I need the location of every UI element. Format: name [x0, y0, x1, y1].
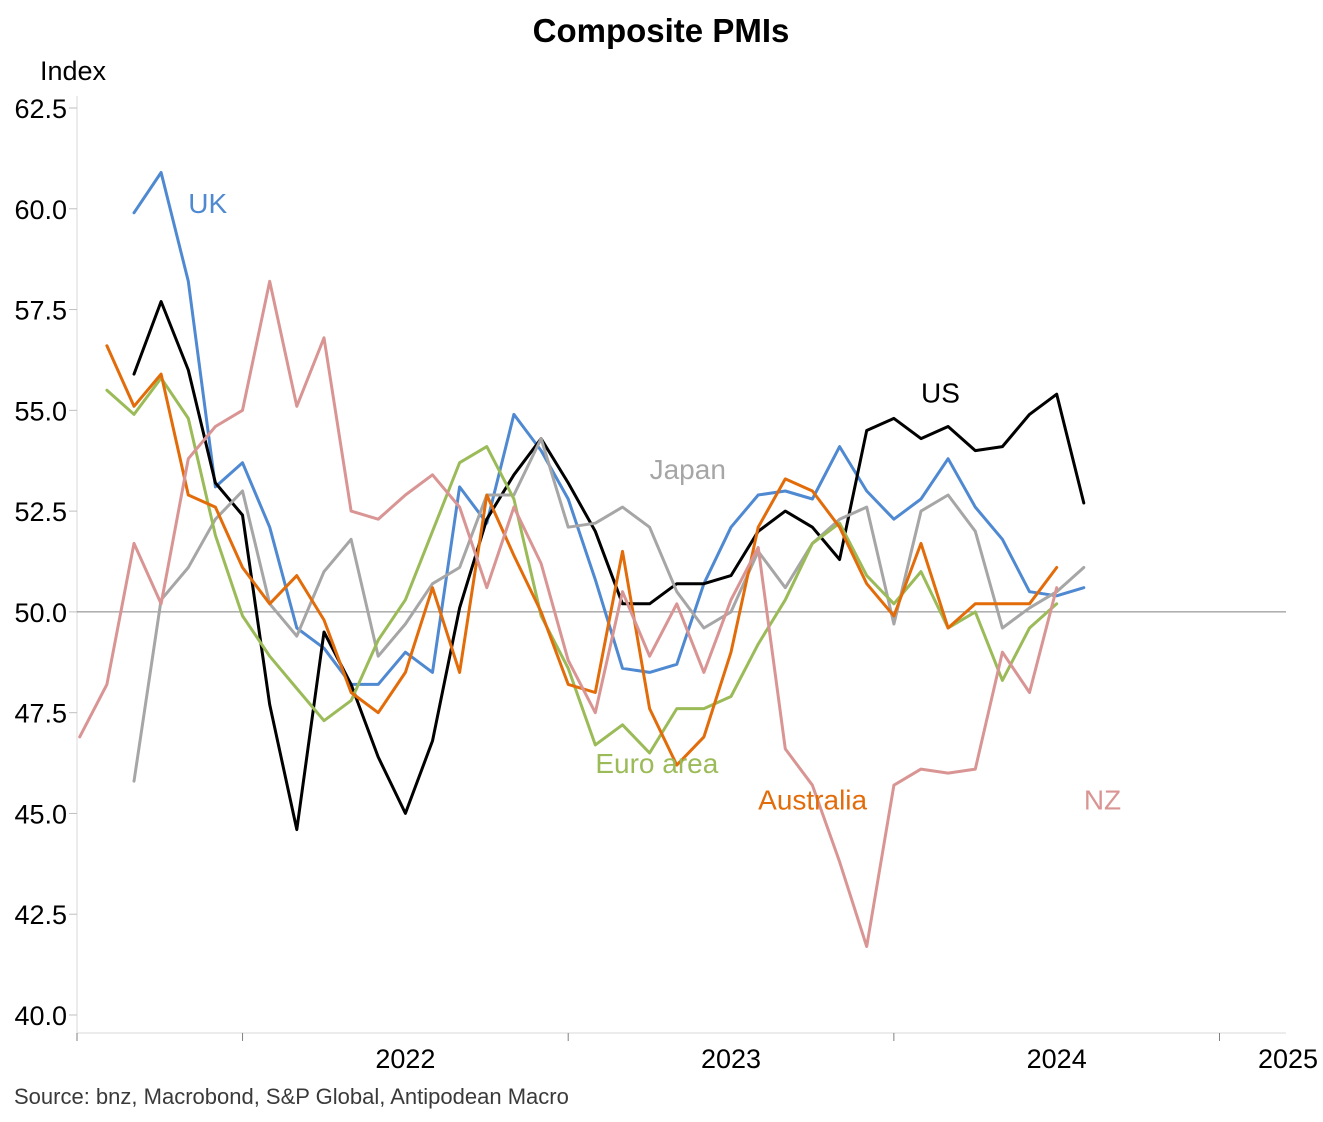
y-tick-label: 62.5 [14, 94, 67, 124]
y-tick-label: 40.0 [14, 1001, 67, 1031]
series-label-japan: Japan [650, 454, 726, 485]
x-tick-label: 2022 [375, 1044, 435, 1074]
y-tick-label: 55.0 [14, 396, 67, 426]
series-line-us [132, 300, 1086, 832]
source-note: Source: bnz, Macrobond, S&P Global, Anti… [14, 1084, 569, 1109]
y-tick-label: 45.0 [14, 799, 67, 829]
y-tick-label: 47.5 [14, 699, 67, 729]
x-tick-label: 2024 [1027, 1044, 1087, 1074]
x-axis: 2022 2023 2024 2025 [76, 1032, 1318, 1074]
x-tick-label: 2023 [701, 1044, 761, 1074]
y-tick-label: 60.0 [14, 195, 67, 225]
series-label-euro-area: Euro area [595, 748, 718, 779]
series-label-us: US [921, 377, 960, 408]
y-tick-label: 57.5 [14, 296, 67, 326]
series-labels: UK US Japan Euro area Australia NZ [188, 188, 1121, 816]
series-line-nz [78, 279, 1059, 948]
y-tick-label: 42.5 [14, 900, 67, 930]
series-line-euro-area [105, 376, 1059, 755]
y-axis-label: Index [40, 56, 107, 86]
x-tick-label: 2025 [1258, 1044, 1318, 1074]
y-tick-label: 50.0 [14, 598, 67, 628]
y-axis: 40.0 42.5 45.0 47.5 50.0 52.5 55.0 57.5 60.0 62.5 [14, 94, 78, 1033]
y-tick-label: 52.5 [14, 497, 67, 527]
series-line-japan [132, 437, 1086, 783]
series-label-australia: Australia [758, 784, 867, 815]
series-lines [78, 171, 1086, 948]
chart-title: Composite PMIs [533, 12, 790, 49]
series-label-uk: UK [188, 188, 227, 219]
series-label-nz: NZ [1084, 784, 1121, 815]
